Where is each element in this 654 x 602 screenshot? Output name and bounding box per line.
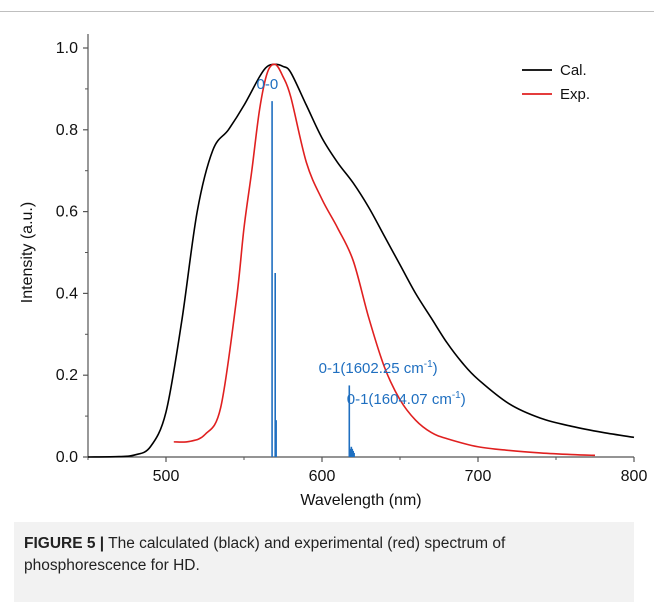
series-line-cal — [87, 63, 635, 458]
x-axis-title: Wavelength (nm) — [300, 492, 421, 509]
legend-label-0: Cal. — [560, 62, 587, 79]
y-tick-label: 0.8 — [56, 122, 78, 139]
y-tick-label: 0.2 — [56, 367, 78, 384]
figure-caption: FIGURE 5 | The calculated (black) and ex… — [14, 522, 634, 602]
y-tick-label: 0.6 — [56, 204, 78, 221]
x-tick-label: 500 — [153, 468, 180, 485]
x-tick-label: 600 — [309, 468, 336, 485]
caption-text: FIGURE 5 | The calculated (black) and ex… — [24, 533, 624, 577]
chart-legend: Cal. Exp. — [522, 62, 590, 103]
y-tick-label: 0.0 — [56, 449, 78, 466]
spectrum-chart: 500 600 700 800 0.0 0.2 0.4 0.6 0.8 1.0 Wavelength… — [19, 34, 647, 509]
series-line-exp — [173, 63, 596, 457]
x-tick-label: 700 — [465, 468, 492, 485]
annot-0-0: 0-0 — [257, 76, 279, 93]
caption-body: The calculated (black) and experimental … — [24, 535, 506, 574]
y-tick-label: 1.0 — [56, 40, 78, 57]
chart-labels: 0-0 0-1(1602.25 cm-1) 0-1(1604.07 cm-1) — [257, 76, 466, 408]
x-tick-label: 800 — [621, 468, 648, 485]
annot-1602: 0-1(1602.25 cm-1) — [319, 359, 438, 377]
caption-label: FIGURE 5 | — [24, 535, 105, 552]
chart-curves — [87, 63, 635, 458]
chart-axes: 500 600 700 800 0.0 0.2 0.4 0.6 0.8 1.0 Wavelength… — [19, 34, 647, 509]
annot-1604: 0-1(1604.07 cm-1) — [347, 390, 466, 408]
y-tick-label: 0.4 — [56, 285, 78, 302]
chart-sticks — [271, 101, 355, 457]
frame-top-rule — [0, 11, 654, 12]
legend-label-1: Exp. — [560, 86, 590, 103]
y-axis-title: Intensity (a.u.) — [19, 202, 36, 303]
